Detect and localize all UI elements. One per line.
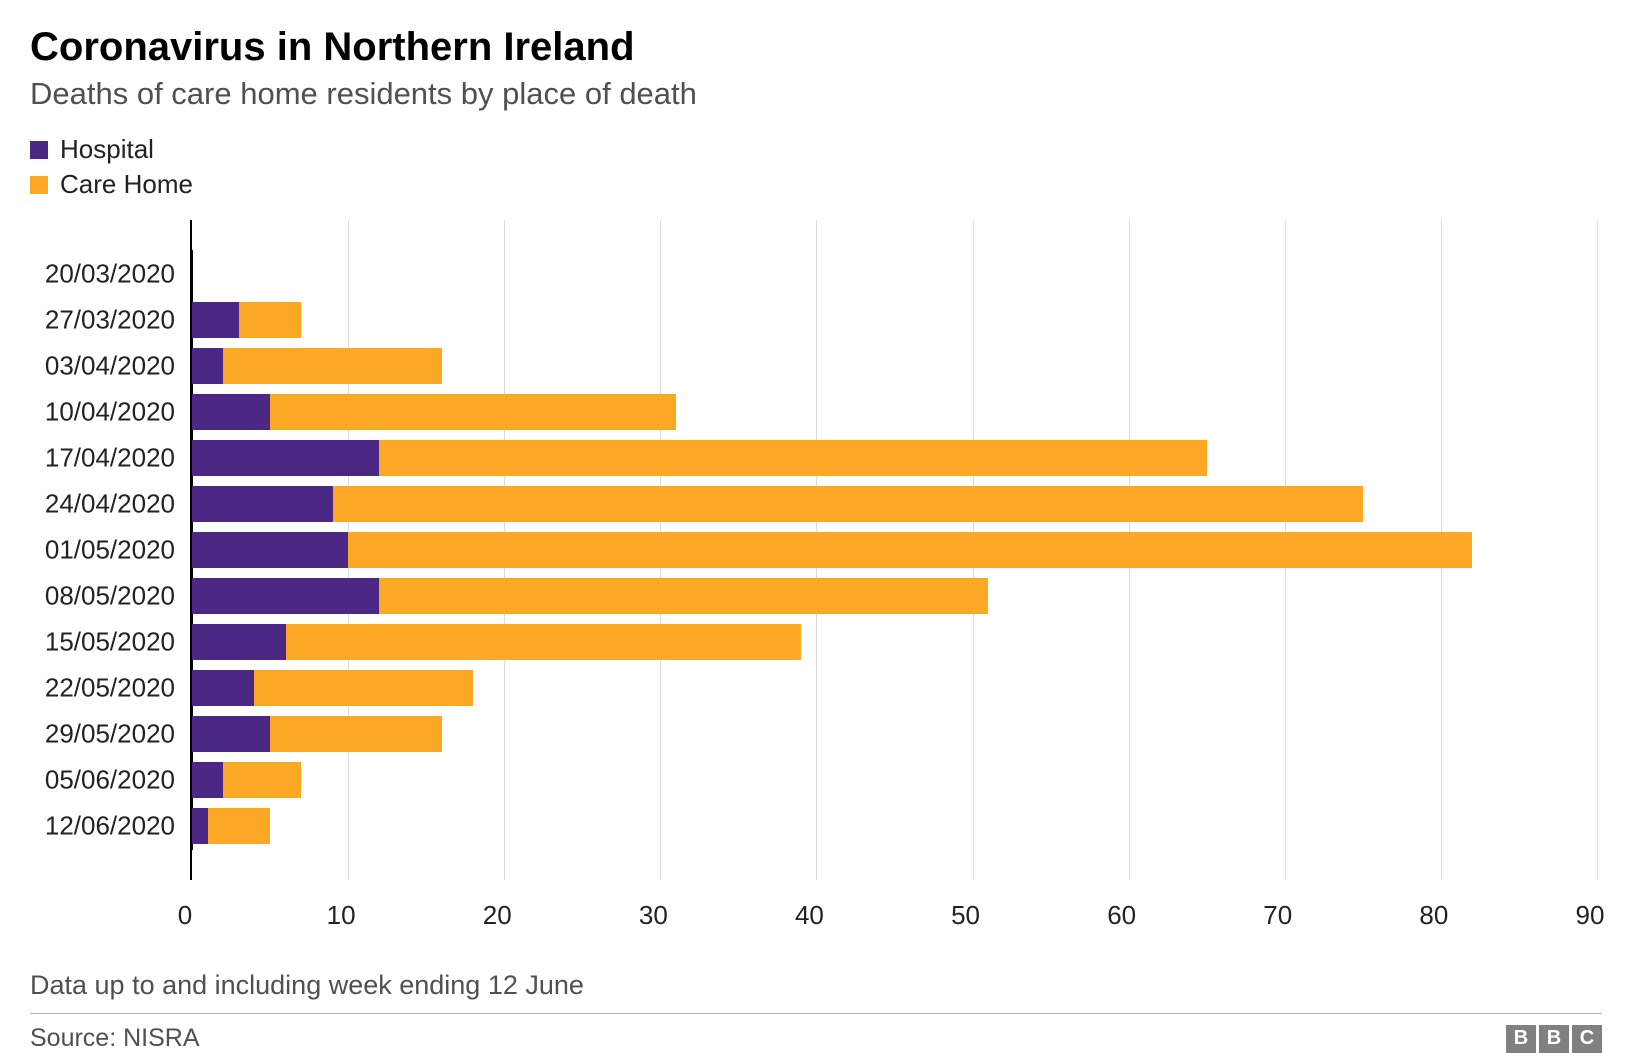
y-tick-label: 01/05/2020 [45,535,175,566]
y-tick-label: 17/04/2020 [45,443,175,474]
bar-segment [286,624,801,660]
bar-segment [223,762,301,798]
bar-row [192,762,301,798]
x-tick-label: 40 [795,900,824,931]
x-tick-label: 50 [951,900,980,931]
source-text: Source: NISRA [30,1024,200,1053]
y-axis-labels: 20/03/2020 27/03/2020 03/04/2020 10/04/2020… [35,220,185,880]
y-tick-label: 10/04/2020 [45,397,175,428]
plot-area [190,220,1595,880]
bar-segment [192,716,270,752]
bar-segment [192,532,348,568]
chart-title: Coronavirus in Northern Ireland [30,25,1602,70]
legend-item: Hospital [30,134,1602,165]
bar-segment [223,348,442,384]
x-tick-label: 20 [483,900,512,931]
bar-segment [192,394,270,430]
y-tick-label: 27/03/2020 [45,305,175,336]
bar-row [192,808,270,844]
y-tick-label: 12/06/2020 [45,811,175,842]
bar-segment [192,762,223,798]
bar-segment [192,808,208,844]
y-tick-label: 24/04/2020 [45,489,175,520]
gridline [1597,220,1598,880]
footer-divider [30,1013,1602,1014]
bar-row [192,440,1207,476]
chart-area: 20/03/2020 27/03/2020 03/04/2020 10/04/2020… [35,220,1595,880]
bar-segment [333,486,1363,522]
bbc-logo-block: B [1506,1025,1536,1053]
bbc-logo-block: B [1539,1025,1569,1053]
chart-footer: Source: NISRA BBC [30,1024,1602,1053]
y-tick-label: 15/05/2020 [45,627,175,658]
bar-segment [348,532,1472,568]
bar-row [192,670,473,706]
chart-subtitle: Deaths of care home residents by place o… [30,76,1602,112]
y-tick-label: 29/05/2020 [45,719,175,750]
x-tick-label: 70 [1263,900,1292,931]
y-tick-label: 22/05/2020 [45,673,175,704]
y-tick-label: 08/05/2020 [45,581,175,612]
x-tick-label: 30 [639,900,668,931]
bar-segment [208,808,270,844]
x-tick-label: 80 [1419,900,1448,931]
bar-segment [270,716,442,752]
bar-row [192,716,442,752]
bar-segment [192,624,286,660]
bar-row [192,578,988,614]
y-tick-label: 20/03/2020 [45,259,175,290]
legend: Hospital Care Home [30,134,1602,200]
y-tick-label: 03/04/2020 [45,351,175,382]
bar-segment [379,578,988,614]
legend-label: Care Home [60,169,193,200]
bar-row [192,394,676,430]
bar-row [192,624,801,660]
legend-item: Care Home [30,169,1602,200]
bar-row [192,532,1472,568]
x-tick-label: 90 [1576,900,1605,931]
chart-note: Data up to and including week ending 12 … [30,970,1602,1001]
bar-segment [192,440,379,476]
bar-segment [192,486,333,522]
bar-row [192,486,1363,522]
x-tick-label: 60 [1107,900,1136,931]
legend-swatch [30,176,48,194]
legend-label: Hospital [60,134,154,165]
bbc-logo: BBC [1506,1025,1602,1053]
x-tick-label: 0 [178,900,192,931]
bar-segment [254,670,473,706]
bbc-logo-block: C [1572,1025,1602,1053]
bar-segment [192,578,379,614]
bar-row [192,302,301,338]
bar-segment [192,670,254,706]
bar-segment [239,302,301,338]
bar-segment [192,348,223,384]
y-tick-label: 05/06/2020 [45,765,175,796]
bar-segment [379,440,1206,476]
bar-segment [192,302,239,338]
x-axis-labels: 0102030405060708090 [185,890,1590,940]
legend-swatch [30,141,48,159]
x-tick-label: 10 [327,900,356,931]
bar-segment [270,394,676,430]
bar-row [192,348,442,384]
